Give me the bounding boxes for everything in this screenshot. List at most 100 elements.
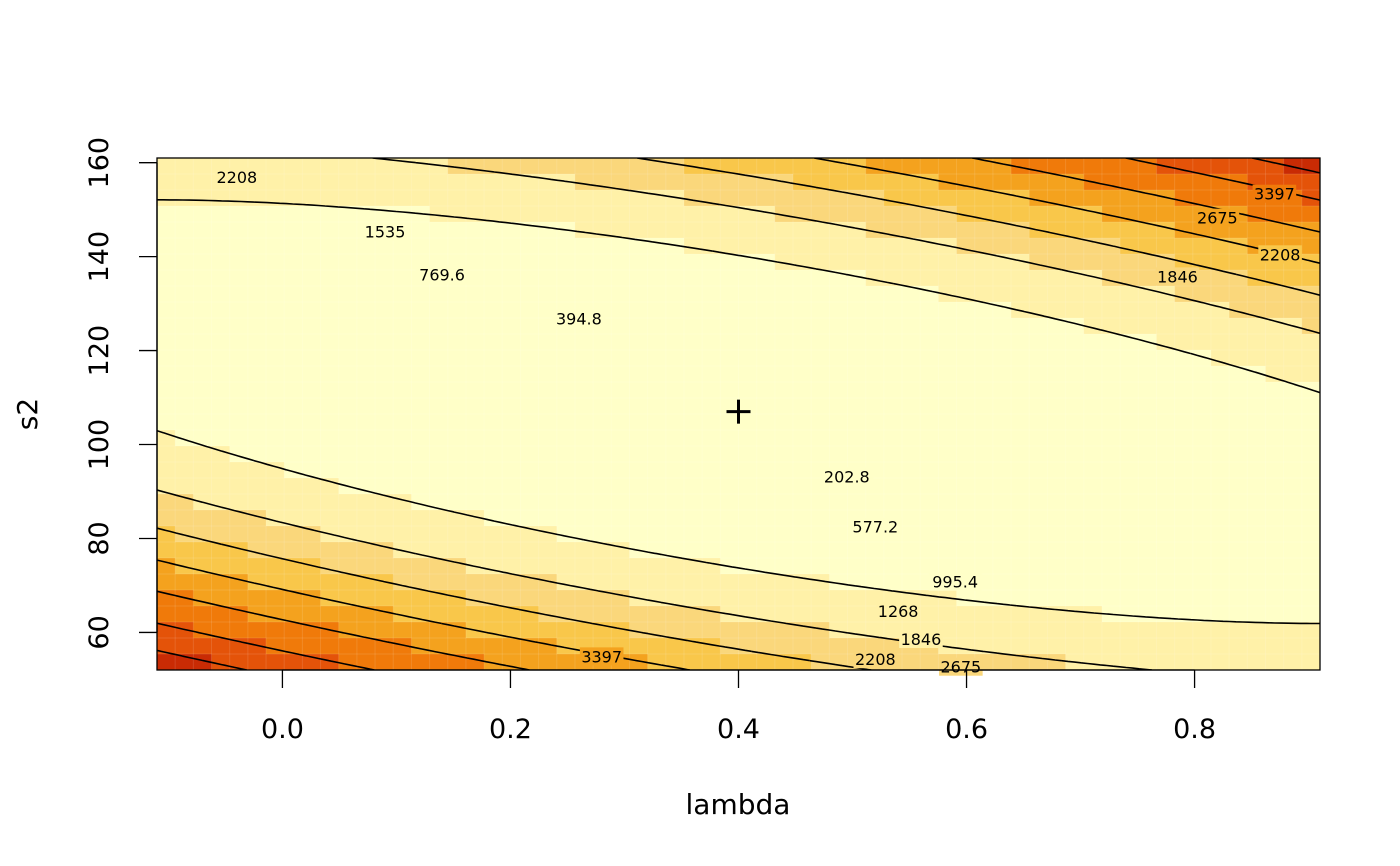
heatmap-cell [811,254,830,271]
heatmap-cell [774,206,794,223]
heatmap-cell [1120,590,1139,607]
heatmap-cell [1138,558,1158,575]
heatmap-cell [974,158,994,175]
heatmap-cell [593,430,612,447]
heatmap-cell [338,382,358,399]
heatmap-cell [356,542,376,559]
heatmap-cell [793,510,812,527]
heatmap-cell [247,590,267,607]
heatmap-cell [702,494,721,511]
heatmap-cell [429,222,449,239]
heatmap-cell [883,318,903,335]
heatmap-cell [1120,366,1139,383]
heatmap-cell [1120,414,1139,431]
heatmap-cell [320,382,340,399]
heatmap-cell [266,158,285,175]
heatmap-cell [447,590,467,607]
contour-line-394.8 [157,158,1320,670]
heatmap-cell [1101,622,1121,639]
heatmap-cell [793,414,812,431]
heatmap-cell [1047,622,1067,639]
heatmap-cell [1120,654,1139,670]
heatmap-cell [556,542,576,559]
heatmap-cell [629,382,649,399]
contour-label-bg [899,629,943,648]
heatmap-cell [593,382,612,399]
heatmap-cell [556,478,576,495]
heatmap-cell [665,558,685,575]
heatmap-cell [902,174,921,191]
heatmap-cell [1192,286,1212,303]
heatmap-cell [774,286,794,303]
heatmap-cell [847,558,867,575]
heatmap-cell [702,526,721,543]
heatmap-cell [484,174,503,191]
heatmap-cell [193,350,213,367]
heatmap-cell [175,638,194,655]
heatmap-cell [738,222,758,239]
heatmap-cell [647,222,667,239]
heatmap-cell [320,430,340,447]
heatmap-cell [211,462,231,479]
heatmap-cell [429,334,449,351]
heatmap-cell [302,302,322,319]
heatmap-cell [356,158,376,175]
heatmap-cell [683,350,703,367]
heatmap-cell [1156,334,1176,351]
heatmap-cell [1047,430,1067,447]
heatmap-cell [411,350,431,367]
heatmap-cell [1192,190,1212,207]
heatmap-cell [1029,430,1049,447]
heatmap-cell [1011,526,1030,543]
heatmap-cell [938,558,958,575]
heatmap-cell [1065,398,1085,415]
heatmap-cell [920,494,939,511]
heatmap-cell [865,446,885,463]
heatmap-cell [974,590,994,607]
heatmap-cell [574,286,594,303]
heatmap-cell [465,638,485,655]
heatmap-cell [1301,478,1320,495]
heatmap-cell [1156,622,1176,639]
heatmap-cell [320,558,340,575]
heatmap-cell [1210,190,1230,207]
y-tick-label: 160 [84,137,115,189]
heatmap-cell [920,414,939,431]
heatmap-cell [811,238,830,255]
heatmap-cell [484,222,503,239]
heatmap-cell [247,510,267,527]
heatmap-cell [756,334,776,351]
heatmap-cell [1029,590,1049,607]
heatmap-cell [974,382,994,399]
heatmap-cell [956,366,976,383]
heatmap-cell [338,430,358,447]
heatmap-cell [284,174,303,191]
heatmap-cell [538,542,558,559]
heatmap-cell [338,254,358,271]
heatmap-cell [1229,398,1248,415]
heatmap-cell [956,494,976,511]
heatmap-cell [502,238,522,255]
heatmap-cell [302,510,322,527]
heatmap-cell [647,446,667,463]
heatmap-cell [484,542,503,559]
heatmap-cell [302,622,322,639]
heatmap-cell [811,206,830,223]
heatmap-cell [593,398,612,415]
heatmap-cell [629,558,649,575]
heatmap-cell [1065,510,1085,527]
heatmap-cell [1192,158,1212,175]
heatmap-cell [1138,238,1158,255]
heatmap-cell [356,462,376,479]
heatmap-cell [902,542,921,559]
heatmap-cell [193,414,213,431]
heatmap-cell [229,398,249,415]
heatmap-cell [1083,638,1103,655]
heatmap-cell [1265,414,1285,431]
heatmap-cell [538,526,558,543]
heatmap-cell [793,238,812,255]
heatmap-cell [902,286,921,303]
heatmap-cell [338,286,358,303]
heatmap-cell [284,270,303,287]
heatmap-cell [811,190,830,207]
